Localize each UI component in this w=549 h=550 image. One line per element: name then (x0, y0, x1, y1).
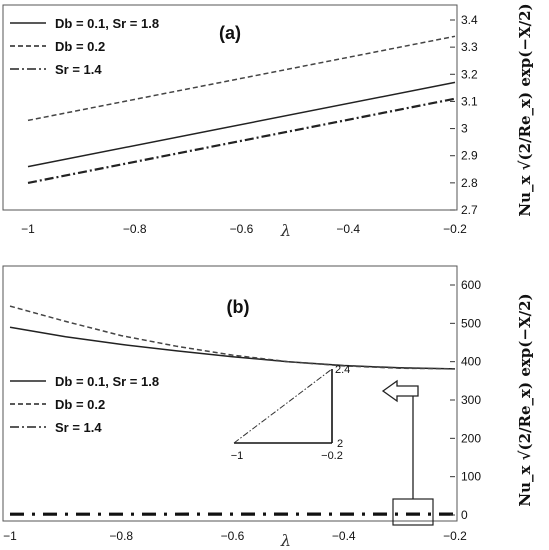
panel-b-x-ticks: −1 −0.8 −0.6 −0.4 −0.2 (3, 529, 467, 543)
panel-a-y-tick-label-1: 2.8 (461, 176, 478, 190)
panel-a-frame (2, 4, 458, 211)
inset-x-tick-min: −1 (231, 450, 244, 462)
panel-b-y-axis-label: Nu_x √(2/Re_x) exp(−X/2) (516, 293, 534, 506)
inset-plot: −1 −0.2 2 2.4 (231, 364, 351, 462)
panel-a-x-ticks: −1 −0.8 −0.6 −0.4 −0.2 (21, 222, 467, 236)
panel-b-y-tick-label-3: 300 (461, 393, 481, 407)
zoom-arrow-icon (381, 379, 419, 403)
inset-x-tick-max: −0.2 (321, 450, 343, 462)
panel-a-y-tick-label-0: 2.7 (461, 203, 478, 217)
panel-a-y-axis-label: Nu_x √(2/Re_x) exp(−X/2) (516, 3, 534, 216)
panel-b-x-tick-label-3: −0.4 (332, 529, 356, 543)
inset-y-tick-min: 2 (337, 438, 343, 450)
panel-b-x-tick-label-4: −0.2 (443, 529, 467, 543)
panel-a-x-axis-label: λ (280, 221, 291, 240)
panel-b-y-tick-label-5: 500 (461, 316, 481, 330)
panel-b-y-ticks: 0 100 200 300 400 500 600 (450, 278, 481, 522)
panel-a-y-ticks: 2.7 2.8 2.9 3 3.1 3.2 3.3 3.4 (450, 13, 478, 217)
panel-b-label: (b) (227, 297, 250, 317)
panel-b-y-tick-label-2: 200 (461, 431, 481, 445)
panel-b: (b) 0 100 200 300 400 500 600 −1 −0.8 −0.6 −0.4 −0… (2, 265, 534, 550)
panel-a-y-tick-label-6: 3.3 (461, 40, 478, 54)
panel-a-y-tick-label-3: 3 (461, 122, 468, 136)
panel-b-x-tick-label-1: −0.8 (109, 529, 133, 543)
panel-a-y-tick-label-5: 3.2 (461, 67, 478, 81)
zoom-pointer (381, 379, 434, 526)
panel-b-frame (2, 265, 458, 522)
panel-a-legend: Db = 0.1, Sr = 1.8 Db = 0.2 Sr = 1.4 (10, 16, 159, 77)
panel-b-legend-label-2: Sr = 1.4 (55, 420, 102, 435)
panel-a-series-line-2 (27, 97, 456, 184)
panel-a-x-tick-label-2: −0.6 (230, 222, 254, 236)
zoom-connector-line (393, 390, 414, 499)
panel-a-x-tick-label-0: −1 (21, 222, 35, 236)
panel-b-series-group (9, 305, 456, 516)
panel-a-y-tick-label-4: 3.1 (461, 94, 478, 108)
inset-sr-line (233, 368, 333, 444)
panel-b-x-tick-label-0: −1 (3, 529, 17, 543)
panel-a: (a) 2.7 2.8 2.9 3 3.1 3.2 3.3 3.4 −1 −0.8 −0.6 −0.… (2, 3, 534, 240)
panel-a-y-tick-label-2: 2.9 (461, 149, 478, 163)
panel-a-x-tick-label-3: −0.4 (336, 222, 360, 236)
panel-a-x-tick-label-4: −0.2 (443, 222, 467, 236)
panel-b-x-axis-label: λ (280, 531, 291, 550)
panel-a-label: (a) (219, 23, 241, 43)
panel-b-legend: Db = 0.1, Sr = 1.8 Db = 0.2 Sr = 1.4 (10, 374, 159, 435)
panel-a-series-line-0 (27, 81, 456, 168)
panel-b-y-tick-label-4: 400 (461, 355, 481, 369)
panel-a-series-line-1 (27, 35, 456, 122)
panel-a-series-group (27, 35, 456, 184)
panel-b-legend-label-1: Db = 0.2 (55, 397, 105, 412)
panel-b-x-tick-label-2: −0.6 (221, 529, 245, 543)
panel-a-legend-label-0: Db = 0.1, Sr = 1.8 (55, 16, 159, 31)
panel-b-y-tick-label-0: 0 (461, 508, 468, 522)
panel-b-y-tick-label-1: 100 (461, 470, 481, 484)
panel-b-y-tick-label-6: 600 (461, 278, 481, 292)
panel-b-legend-label-0: Db = 0.1, Sr = 1.8 (55, 374, 159, 389)
panel-a-legend-label-2: Sr = 1.4 (55, 62, 102, 77)
panel-a-y-tick-label-7: 3.4 (461, 13, 478, 27)
panel-b-series-line-0 (9, 326, 456, 370)
panel-b-series-line-1 (9, 305, 456, 370)
panel-a-legend-label-1: Db = 0.2 (55, 39, 105, 54)
panel-a-x-tick-label-1: −0.8 (123, 222, 147, 236)
inset-y-tick-max: 2.4 (335, 364, 350, 376)
